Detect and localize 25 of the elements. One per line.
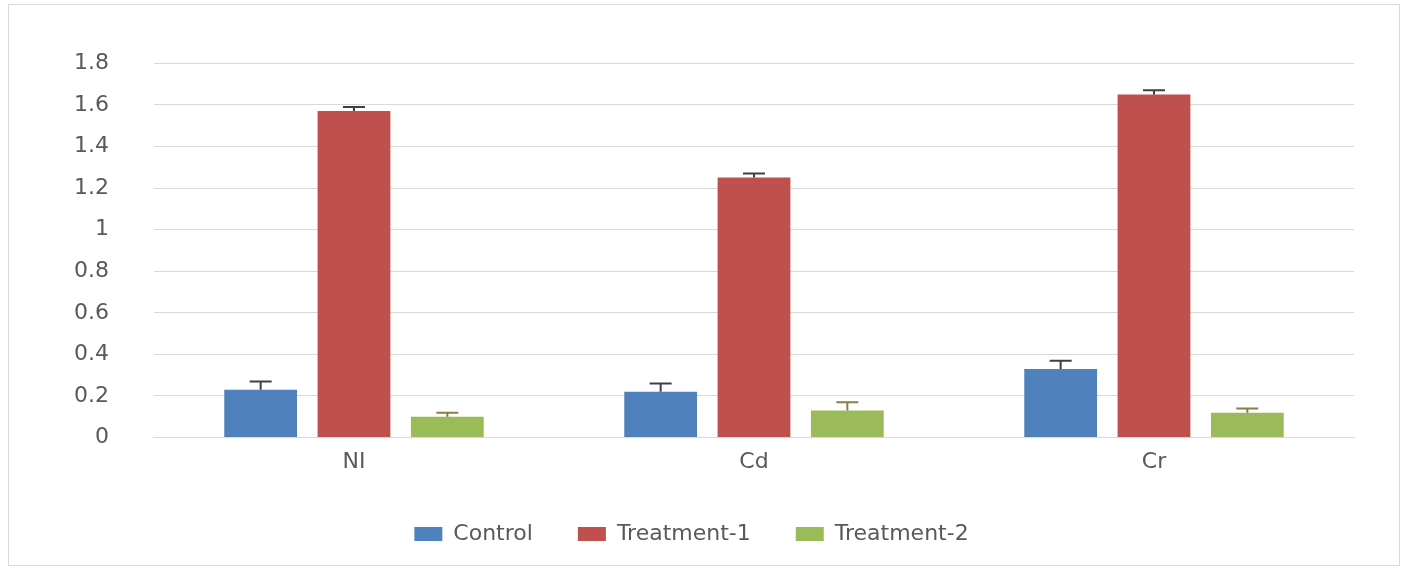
y-tick-label: 1 bbox=[94, 215, 109, 241]
legend-label: Treatment-1 bbox=[615, 519, 751, 545]
x-tick-label: Cr bbox=[1141, 447, 1168, 473]
y-tick-label: 1.8 bbox=[73, 48, 109, 74]
bar bbox=[1117, 94, 1191, 438]
bar bbox=[717, 177, 791, 438]
bar bbox=[317, 111, 391, 438]
bar bbox=[224, 389, 298, 438]
bar bbox=[1210, 412, 1284, 438]
legend-label: Treatment-2 bbox=[833, 519, 969, 545]
bar bbox=[624, 391, 698, 438]
x-tick-label: Cd bbox=[739, 447, 769, 473]
y-tick-label: 1.6 bbox=[73, 90, 109, 116]
x-tick-label: NI bbox=[342, 447, 366, 473]
bar bbox=[1024, 368, 1098, 438]
bar bbox=[410, 416, 484, 438]
y-tick-label: 0 bbox=[94, 423, 109, 449]
bar bbox=[810, 410, 884, 438]
legend-label: Control bbox=[453, 519, 533, 545]
y-tick-label: 0.6 bbox=[73, 298, 109, 324]
y-tick-label: 0.8 bbox=[73, 256, 109, 282]
y-tick-label: 1.2 bbox=[73, 173, 109, 199]
y-tick-label: 0.2 bbox=[73, 381, 109, 407]
y-tick-label: 0.4 bbox=[73, 340, 109, 366]
y-tick-label: 1.4 bbox=[73, 132, 109, 158]
